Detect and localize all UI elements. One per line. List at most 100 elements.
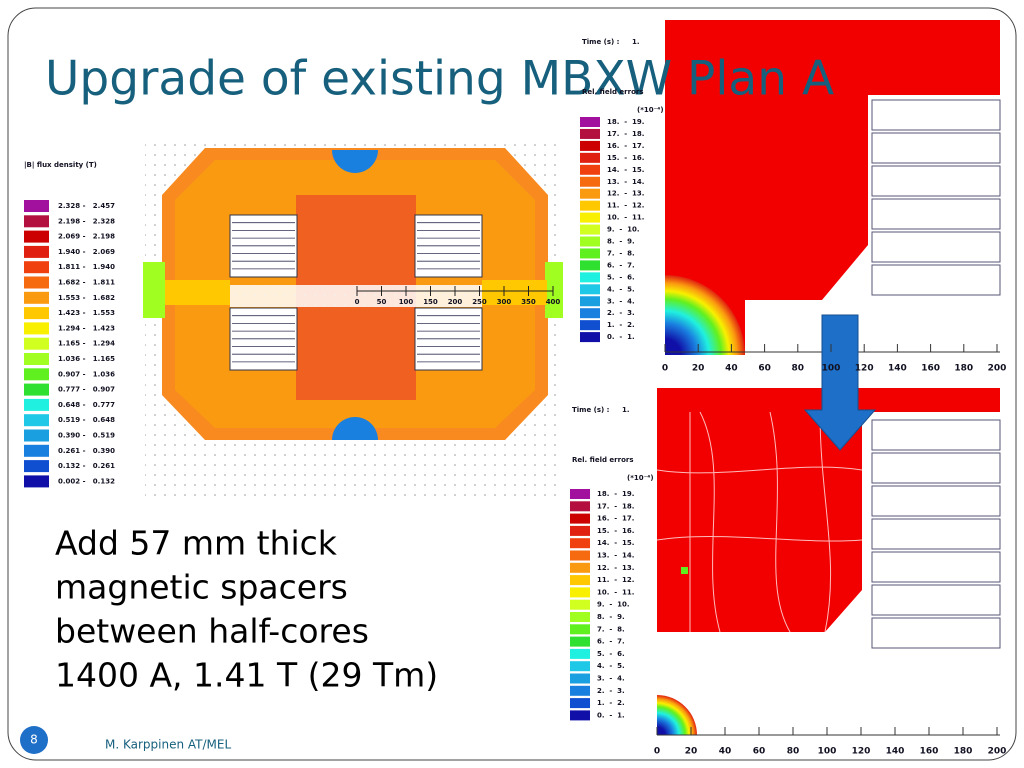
legend-swatch (570, 501, 590, 512)
legend-label: 2.198 - 2.328 (58, 217, 115, 225)
page-badge (20, 726, 48, 754)
x-tick-label: 160 (921, 364, 940, 374)
cable-row (871, 452, 1001, 484)
legend-swatch (580, 260, 600, 271)
legend-label: 15. - 16. (607, 154, 644, 162)
legend-swatch (570, 685, 590, 696)
x-tick-label: 80 (787, 747, 800, 757)
legend-swatch (580, 176, 600, 187)
legend-label: 7. - 8. (607, 249, 635, 257)
x-tick-label: 60 (753, 747, 766, 757)
legend-swatch (570, 612, 590, 622)
legend-label: 11. - 12. (607, 202, 644, 210)
x-tick-label: 140 (886, 747, 905, 757)
cable-row (871, 198, 1001, 230)
legend-swatch (580, 236, 600, 247)
cable-row (871, 99, 1001, 131)
legend-swatch (570, 673, 590, 684)
legend-label: 16. - 17. (607, 142, 644, 150)
yoke-zone (165, 280, 230, 305)
legend-label: 13. - 14. (607, 178, 644, 186)
legend-swatch (580, 296, 600, 307)
legend-label: 0. - 1. (607, 333, 635, 341)
x-tick-label: 40 (719, 747, 732, 757)
legend-label: 2.069 - 2.198 (58, 233, 115, 241)
legend-swatch (24, 368, 49, 381)
body-line: 1400 A, 1.41 T (29 Tm) (55, 656, 438, 695)
mesh (656, 411, 863, 633)
legend-swatch (24, 414, 49, 427)
legend-swatch (570, 599, 590, 610)
scale-label: 250 (472, 298, 487, 306)
legend-unit: (*10⁻⁴) (627, 474, 654, 482)
legend-swatch (570, 525, 590, 536)
x-tick-label: 0 (662, 364, 668, 374)
legend-swatch (570, 710, 590, 721)
bottom-plot (656, 388, 1001, 736)
legend-label: 15. - 16. (597, 527, 634, 535)
x-tick-label: 200 (988, 747, 1007, 757)
hole (332, 417, 378, 440)
legend-label: 1.423 - 1.553 (58, 309, 115, 317)
legend-swatch (24, 245, 49, 258)
legend-label: 3. - 4. (597, 675, 625, 683)
cable-row (871, 165, 1001, 197)
legend-swatch (580, 152, 600, 163)
legend-swatch (570, 636, 590, 647)
legend-label: 18. - 19. (597, 490, 634, 498)
legend-label: 1.165 - 1.294 (58, 340, 115, 348)
legend-label: 3. - 4. (607, 297, 635, 305)
legend-swatch (570, 648, 590, 659)
legend-swatch (24, 429, 49, 442)
legend-swatch (570, 562, 590, 573)
legend-swatch (570, 513, 590, 524)
body-text: Add 57 mm thick magnetic spacers between h… (55, 524, 438, 695)
cable-row (871, 264, 1001, 296)
scale-label: 150 (423, 298, 438, 306)
cable-row (871, 584, 1001, 616)
legend-label: 4. - 5. (597, 662, 625, 670)
legend-label: 8. - 9. (597, 613, 625, 621)
x-tick-label: 20 (692, 364, 705, 374)
x-tick-label: 120 (852, 747, 871, 757)
legend-label: 1.553 - 1.682 (58, 294, 115, 302)
legend-label: 1.811 - 1.940 (58, 263, 115, 271)
x-tick-label: 120 (855, 364, 874, 374)
legend-swatch (24, 444, 49, 457)
legend-swatch (580, 320, 600, 331)
x-tick-label: 180 (954, 364, 973, 374)
time-value: 1. (622, 406, 630, 414)
legend-title: |B| flux density (T) (24, 161, 97, 170)
legend-unit: (*10⁻⁴) (637, 106, 664, 114)
cable-row (871, 551, 1001, 583)
legend-title: Rel. field errors (572, 456, 634, 464)
legend-label: 1.682 - 1.811 (58, 279, 115, 287)
legend-swatch (580, 248, 600, 259)
legend-label: 4. - 5. (607, 285, 635, 293)
cable-row (871, 518, 1001, 550)
legend-swatch (580, 308, 600, 319)
legend-swatch (24, 307, 49, 320)
legend-swatch (24, 475, 49, 488)
legend-swatch (570, 550, 590, 561)
coils (229, 214, 483, 371)
hole (332, 150, 378, 173)
cable-row (871, 231, 1001, 263)
cable-row (871, 617, 1001, 649)
x-tick-label: 40 (725, 364, 738, 374)
legend-swatch (580, 272, 600, 283)
legend-label: 12. - 13. (607, 190, 644, 198)
legend-swatch (570, 698, 590, 709)
x-tick-label: 140 (888, 364, 907, 374)
yoke-zone (482, 280, 547, 305)
legend-label: 1.940 - 2.069 (58, 248, 115, 256)
cable-rows (871, 99, 1001, 296)
body-line: Add 57 mm thick (55, 524, 338, 563)
legend-label: 5. - 6. (607, 273, 635, 281)
legend-label: 0.777 - 0.907 (58, 386, 115, 394)
legend-label: 0. - 1. (597, 711, 625, 719)
legend-swatch (24, 291, 49, 304)
legend-label: 17. - 18. (607, 130, 644, 138)
field-blob (657, 695, 697, 735)
